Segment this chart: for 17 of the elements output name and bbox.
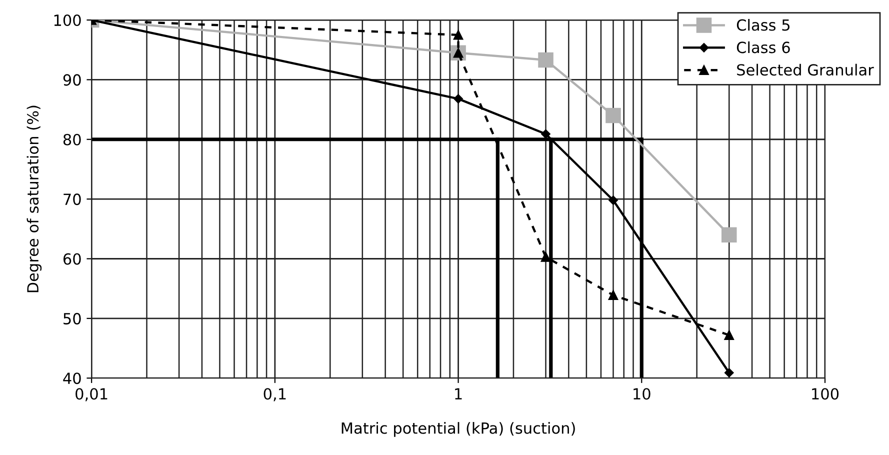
y-tick-label: 50 xyxy=(64,312,81,324)
y-tick-label: 90 xyxy=(63,74,81,86)
x-tick-label: 0,1 xyxy=(264,388,286,402)
x-tick-label: 0,01 xyxy=(76,388,108,402)
legend-label: Class 6 xyxy=(736,41,790,54)
y-tick-label: 80 xyxy=(63,134,81,146)
x-tick-label: 100 xyxy=(812,388,839,400)
legend-label: Selected Granular xyxy=(737,64,874,76)
y-tick-label: 40 xyxy=(63,372,81,384)
x-tick-label: 10 xyxy=(634,388,650,400)
y-tick-label: 100 xyxy=(54,14,81,26)
legend-label: Class 5 xyxy=(736,18,790,31)
y-tick-label: 70 xyxy=(64,194,81,206)
y-axis-title: Degree of saturation (%) xyxy=(26,106,42,292)
y-tick-label: 60 xyxy=(63,253,81,265)
x-axis-title: Matric potential (kPa) (suction) xyxy=(342,422,575,437)
x-tick-label: 1 xyxy=(455,388,462,400)
